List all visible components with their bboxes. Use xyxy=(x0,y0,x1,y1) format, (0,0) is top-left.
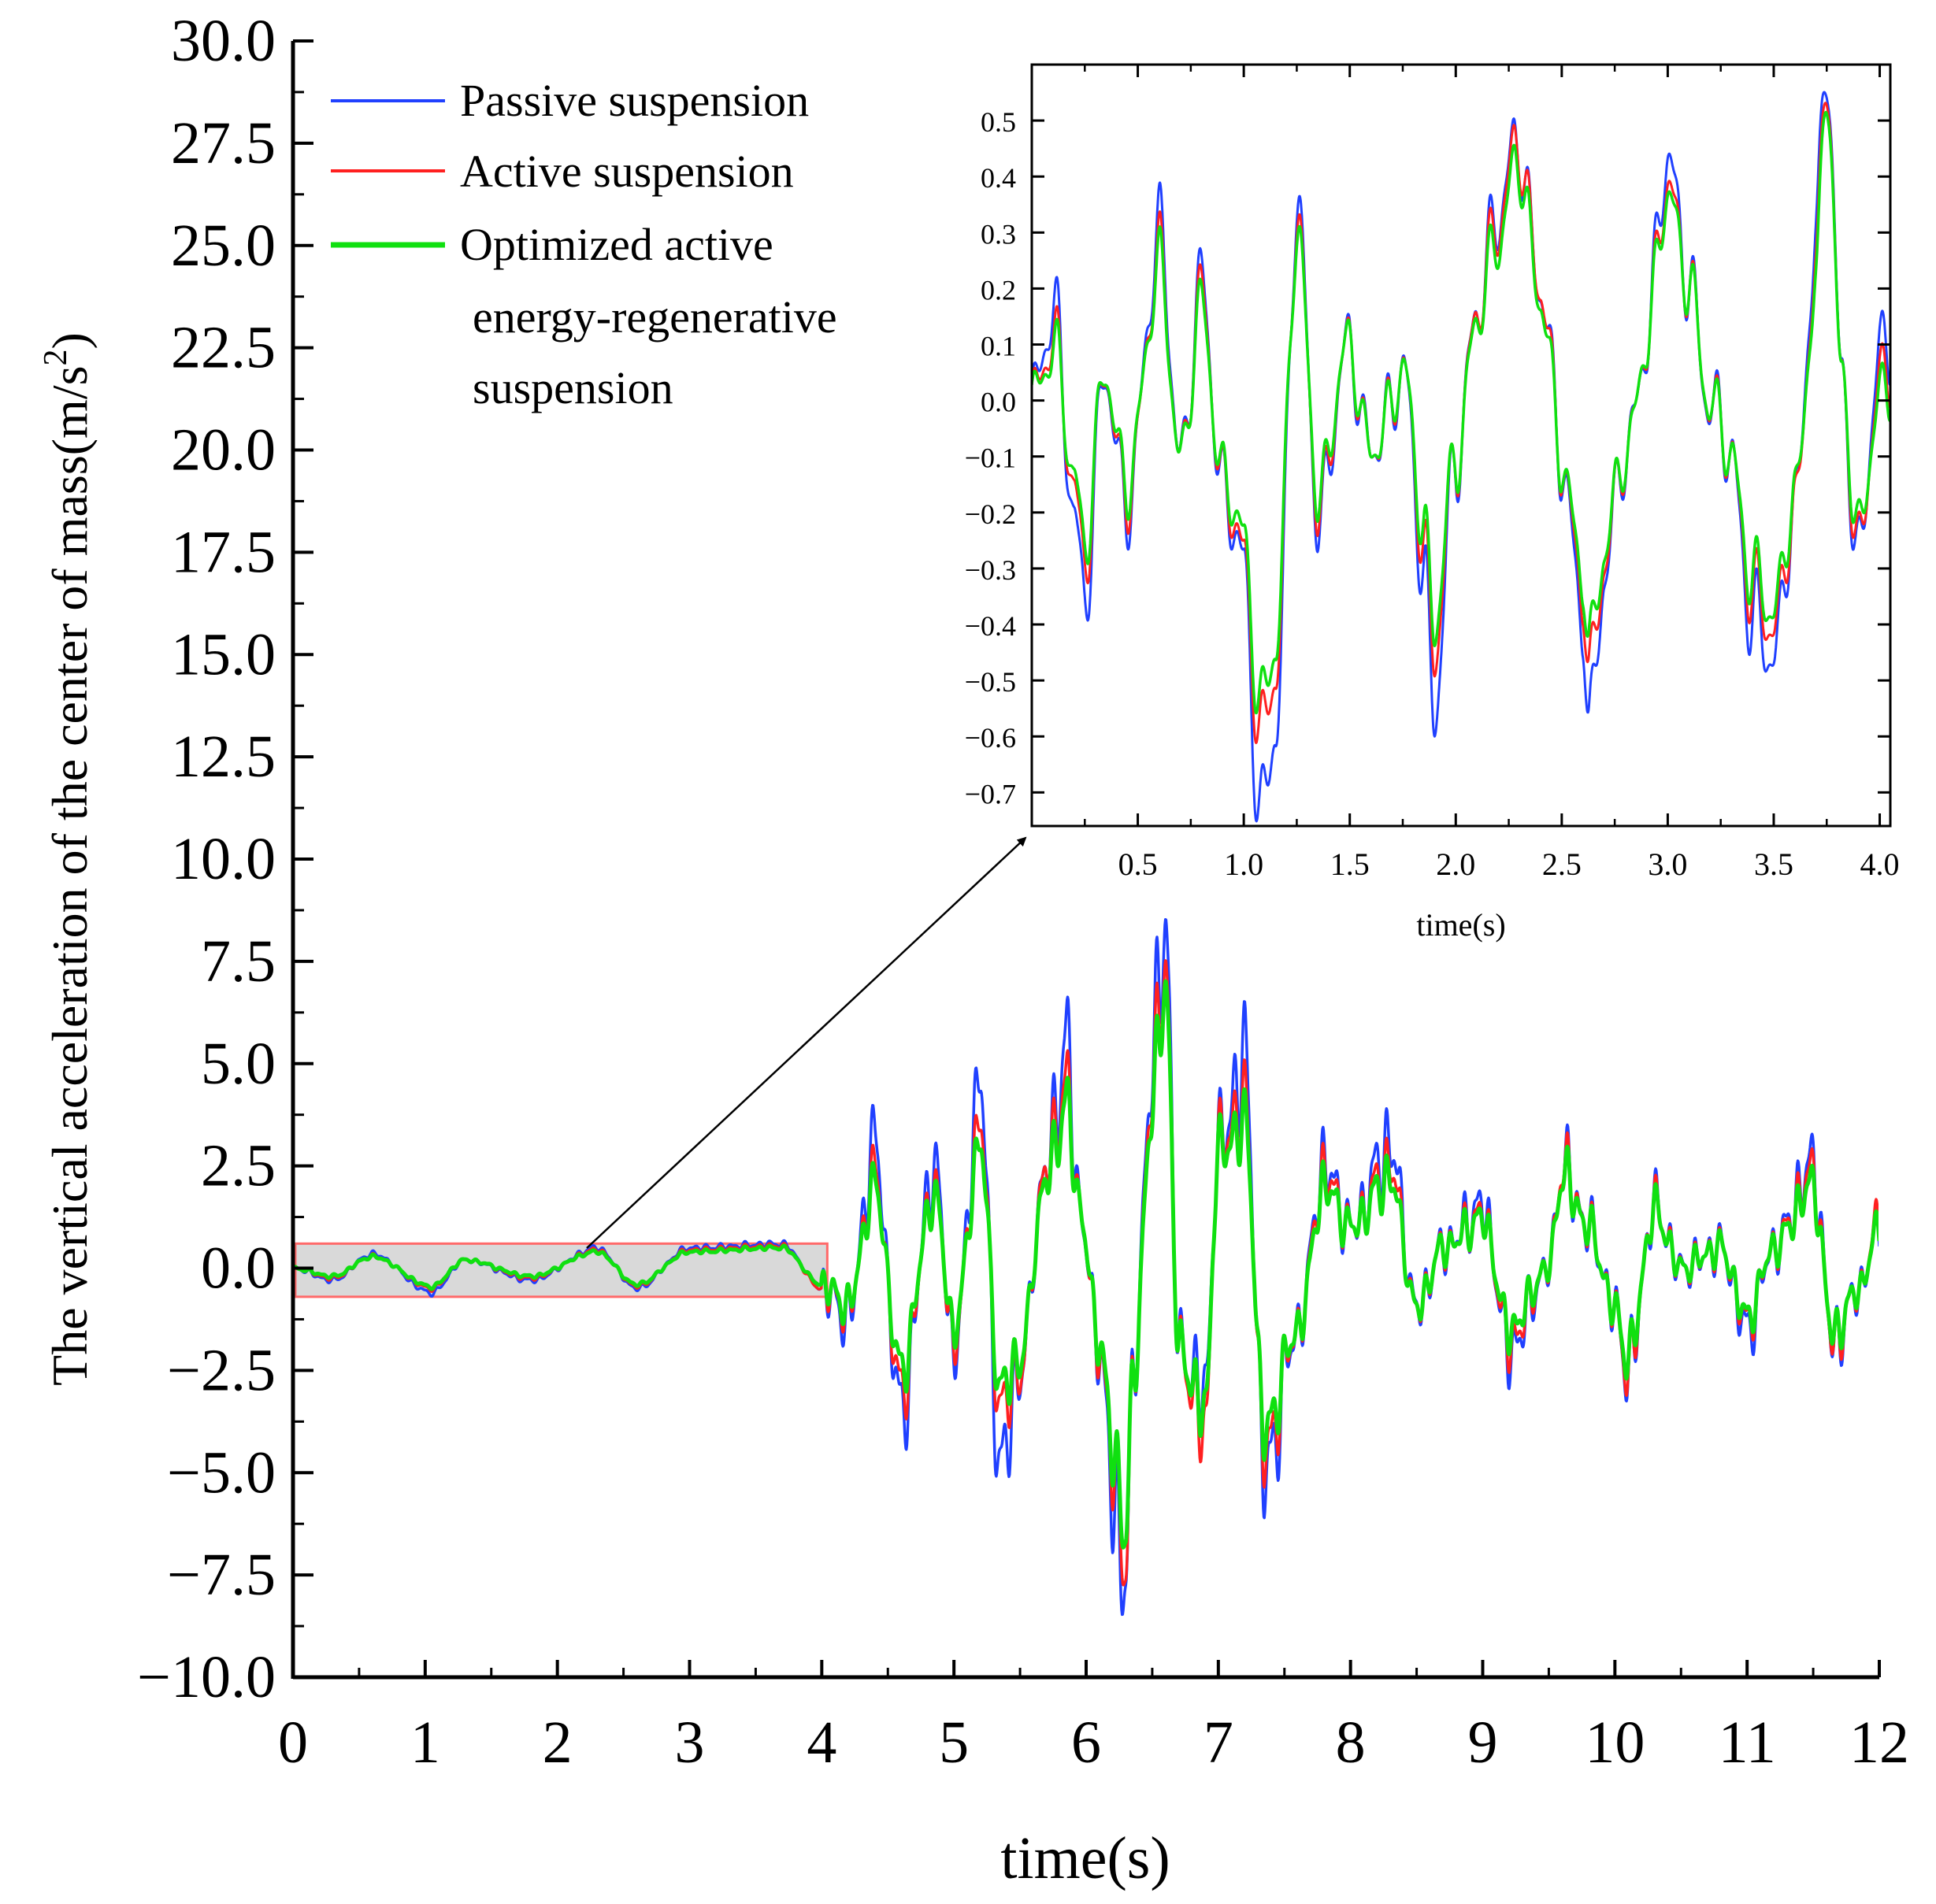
main-y-ticks: −10.0 −7.5 −5.0 −2.5 0.0 2.5 5.0 7.5 10.0 12.5 15.… xyxy=(137,8,313,1710)
inset-x-ticks: 0.5 1.0 1.5 2.0 2.5 3.0 3.5 4.0 xyxy=(1084,65,1900,882)
main-x-tick-label: 9 xyxy=(1468,1710,1498,1776)
main-y-axis-label-superscript: 2 xyxy=(38,349,74,365)
legend-label-optimized-line3: suspension xyxy=(473,362,673,413)
main-x-axis-label: time(s) xyxy=(1000,1825,1170,1891)
main-y-tick-label: 27.5 xyxy=(171,110,276,176)
main-y-tick-label: 12.5 xyxy=(171,724,276,790)
main-y-tick-label: −7.5 xyxy=(167,1542,276,1608)
main-plot: 0 1 2 3 4 5 6 7 8 9 10 11 12 −10.0−7.5−5.0−2.50.02.5… xyxy=(38,8,1909,1891)
main-y-tick-label: 20.0 xyxy=(171,417,276,483)
main-y-tick-label: 7.5 xyxy=(201,928,276,995)
inset-x-tick-label: 2.5 xyxy=(1542,846,1582,882)
inset-series-group xyxy=(1032,91,1890,823)
main-x-tick-label: 10 xyxy=(1585,1710,1645,1776)
inset-y-tick-label: −0.5 xyxy=(965,666,1016,698)
legend-label-passive: Passive suspension xyxy=(460,75,809,126)
main-x-tick-label: 8 xyxy=(1336,1710,1366,1776)
main-x-tick-label: 1 xyxy=(410,1710,440,1776)
inset-y-tick-label: 0.0 xyxy=(981,387,1016,418)
inset-y-tick-label: 0.1 xyxy=(981,331,1016,362)
main-y-tick-label: 10.0 xyxy=(171,826,276,892)
main-y-tick-label: −2.5 xyxy=(167,1337,276,1403)
inset-frame xyxy=(1030,63,1892,828)
inset-y-tick-label: −0.3 xyxy=(965,554,1016,586)
inset-x-tick-label: 3.5 xyxy=(1754,846,1793,882)
inset-x-tick-label: 1.5 xyxy=(1330,846,1370,882)
inset-x-tick-label: 4.0 xyxy=(1860,846,1900,882)
legend-label-active: Active suspension xyxy=(460,146,794,197)
main-x-tick-label: 2 xyxy=(543,1710,573,1776)
inset-y-tick-label: −0.7 xyxy=(965,778,1016,809)
main-y-axis-label: The vertical acceleration of the center … xyxy=(38,332,98,1386)
main-x-tick-label: 4 xyxy=(807,1710,836,1776)
main-series-optimized xyxy=(291,979,1879,1550)
main-y-tick-label: 15.0 xyxy=(171,621,276,687)
main-x-tick-label: 7 xyxy=(1204,1710,1233,1776)
inset-plot: 0.5 1.0 1.5 2.0 2.5 3.0 3.5 4.0 −0.7−0.6−0.5−0.… xyxy=(965,63,1900,943)
legend-label-optimized-line2: energy-regenerative xyxy=(473,291,837,343)
main-y-tick-label: 22.5 xyxy=(171,315,276,381)
inset-x-tick-label: 0.5 xyxy=(1118,846,1158,882)
inset-y-tick-label: 0.4 xyxy=(981,162,1016,194)
main-x-tick-label: 11 xyxy=(1719,1710,1776,1776)
main-x-ticks: 0 1 2 3 4 5 6 7 8 9 10 11 12 xyxy=(278,1660,1909,1776)
inset-series-optimized xyxy=(1032,110,1890,715)
inset-x-tick-label: 1.0 xyxy=(1224,846,1263,882)
inset-y-tick-label: −0.1 xyxy=(965,443,1016,474)
inset-x-tick-label: 3.0 xyxy=(1648,846,1687,882)
main-series-group xyxy=(291,917,1879,1617)
main-y-tick-label: −10.0 xyxy=(137,1644,276,1710)
zoom-arrow xyxy=(586,836,1027,1249)
legend-label-optimized: Optimized active xyxy=(460,219,773,270)
main-y-tick-label: 30.0 xyxy=(171,8,276,74)
main-y-tick-label: −5.0 xyxy=(167,1439,276,1506)
main-y-tick-label: 5.0 xyxy=(201,1031,276,1097)
main-x-tick-label: 5 xyxy=(939,1710,969,1776)
inset-y-tick-label: −0.4 xyxy=(965,610,1016,642)
legend: Passive suspension Active suspension Opt… xyxy=(331,75,837,413)
main-y-tick-label: 0.0 xyxy=(201,1235,276,1302)
main-x-tick-label: 3 xyxy=(675,1710,705,1776)
inset-x-tick-label: 2.0 xyxy=(1436,846,1475,882)
inset-y-tick-label: 0.2 xyxy=(981,274,1016,306)
inset-y-tick-label: 0.3 xyxy=(981,218,1016,250)
inset-y-tick-label: 0.5 xyxy=(981,106,1016,138)
main-x-tick-label: 6 xyxy=(1071,1710,1101,1776)
main-x-tick-label: 0 xyxy=(278,1710,308,1776)
main-y-tick-label: 17.5 xyxy=(171,519,276,585)
inset-x-axis-label: time(s) xyxy=(1416,907,1505,943)
inset-y-tick-label: −0.2 xyxy=(965,498,1016,530)
main-y-tick-label: 2.5 xyxy=(201,1133,276,1199)
main-x-tick-label: 12 xyxy=(1849,1710,1909,1776)
inset-y-ticks: −0.7 −0.6 −0.5 −0.4 −0.3 −0.2 −0.1 0.0 0.1 0.2 0.3… xyxy=(965,106,1890,809)
main-y-tick-label: 25.0 xyxy=(171,213,276,279)
inset-y-tick-label: −0.6 xyxy=(965,722,1016,754)
